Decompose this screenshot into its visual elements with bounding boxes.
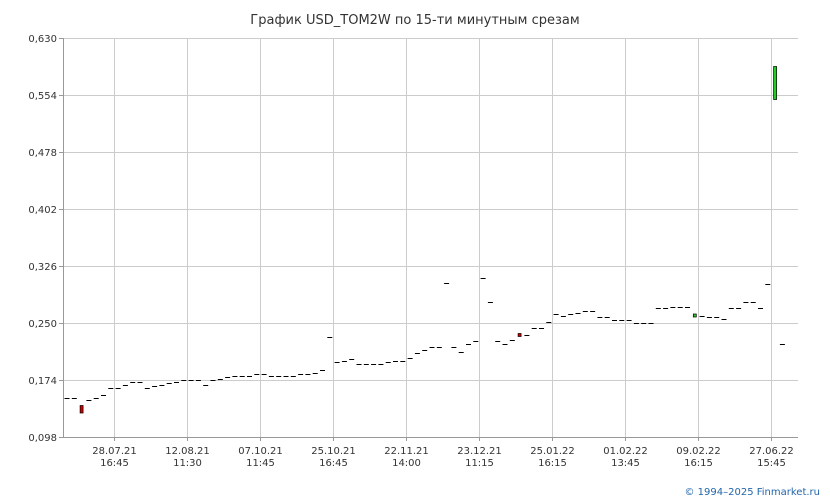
x-tick-date: 12.08.21 [165,446,210,457]
candle [79,405,84,414]
y-tick-label: 0,326 [28,262,57,273]
y-tick-label: 0,250 [28,319,57,330]
candle [773,66,777,100]
y-tick-label: 0,554 [28,91,57,102]
axis-layer [59,38,798,441]
x-tick-date: 25.01.22 [530,446,575,457]
x-tick-time: 11:45 [246,458,275,469]
y-tick-label: 0,402 [28,205,57,216]
x-tick-date: 01.02.22 [603,446,648,457]
x-tick-time: 13:45 [611,458,640,469]
candle [517,333,522,337]
y-tick-label: 0,174 [28,376,57,387]
x-tick-date: 22.11.21 [384,446,429,457]
copyright-link[interactable]: © 1994–2025 Finmarket.ru [684,487,820,498]
y-tick-label: 0,630 [28,34,57,45]
chart-title: График USD_TOM2W по 15-ти минутным среза… [250,13,579,28]
x-tick-date: 07.10.21 [238,446,283,457]
x-tick-time: 11:15 [465,458,494,469]
x-tick-date: 25.10.21 [311,446,356,457]
x-tick-time: 16:15 [684,458,713,469]
x-tick-labels: 28.07.2116:4512.08.2111:3007.10.2111:452… [92,446,794,469]
x-tick-time: 16:45 [100,458,129,469]
x-tick-time: 15:45 [757,458,786,469]
x-tick-date: 09.02.22 [676,446,721,457]
grid-layer [63,38,798,438]
candle [692,313,697,318]
x-tick-time: 16:15 [538,458,567,469]
x-tick-time: 14:00 [392,458,421,469]
x-tick-date: 23.12.21 [457,446,502,457]
y-tick-label: 0,098 [28,433,57,444]
x-tick-date: 27.06.22 [749,446,794,457]
y-tick-labels: 0,630 0,554 0,478 0,402 0,326 0,250 0,174 0,098 [28,34,57,444]
candles-layer [64,66,785,414]
x-tick-time: 11:30 [173,458,202,469]
x-tick-date: 28.07.21 [92,446,137,457]
x-tick-time: 16:45 [319,458,348,469]
y-tick-label: 0,478 [28,148,57,159]
